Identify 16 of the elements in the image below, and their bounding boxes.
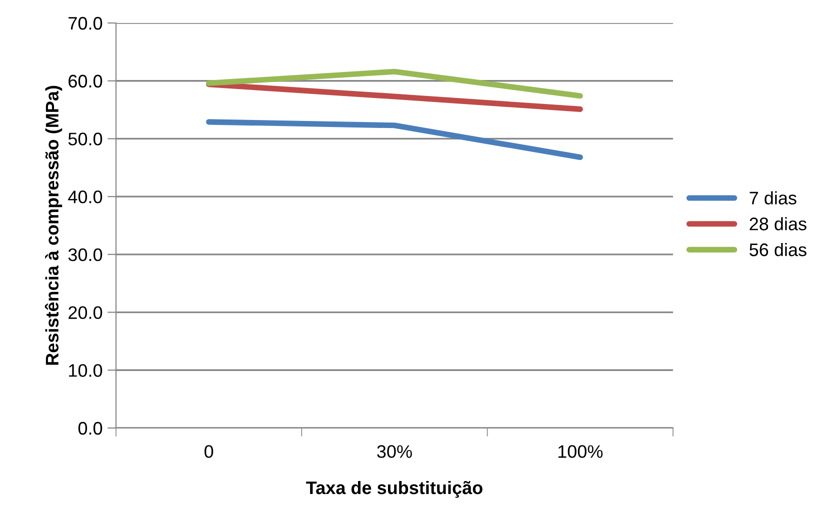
- y-tick-label: 40.0: [68, 190, 102, 204]
- x-tick-label: 30%: [377, 445, 412, 458]
- y-tick-label: 60.0: [68, 74, 102, 88]
- legend-label: 7 dias: [750, 191, 796, 204]
- x-tick-label: 100%: [558, 445, 603, 458]
- y-tick-label: 20.0: [68, 306, 102, 320]
- y-axis-title: Resistência à compressão (MPa): [44, 86, 62, 365]
- y-tick-label: 30.0: [68, 248, 102, 262]
- y-tick-label: 0.0: [78, 422, 102, 435]
- x-tick-label: 0: [204, 445, 214, 458]
- legend-label: 56 dias: [750, 242, 806, 256]
- y-tick-label: 10.0: [69, 364, 102, 377]
- x-axis-title: Taxa de substituição: [306, 480, 482, 498]
- legend-label: 28 dias: [750, 217, 806, 230]
- y-tick-label: 70.0: [68, 16, 102, 30]
- y-tick-label: 50.0: [68, 132, 102, 146]
